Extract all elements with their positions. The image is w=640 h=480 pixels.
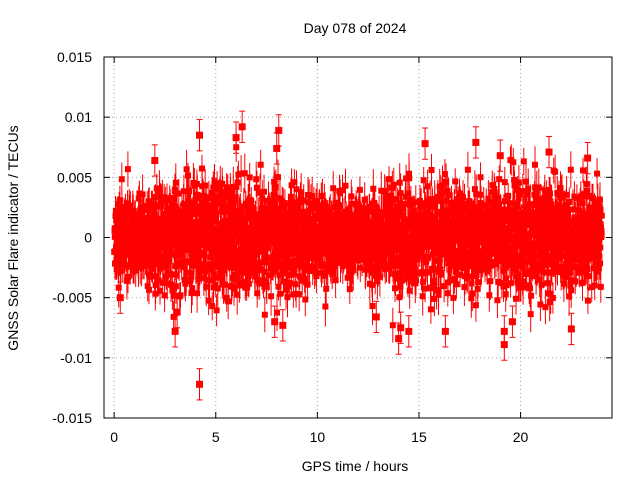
outlier-point	[171, 327, 179, 335]
x-tick-label: 5	[212, 429, 220, 445]
chart-title: Day 078 of 2024	[304, 20, 407, 36]
outlier-point	[173, 308, 181, 316]
outlier-point	[500, 327, 508, 335]
x-tick-label: 0	[110, 429, 118, 445]
outlier-point	[196, 380, 204, 388]
y-tick-label: -0.01	[60, 350, 92, 366]
outlier-point	[397, 324, 405, 332]
outlier-point	[496, 152, 504, 160]
outlier-point	[372, 313, 380, 321]
outlier-point	[273, 144, 281, 152]
outlier-point	[395, 335, 403, 343]
outlier-point	[238, 123, 246, 131]
data-series	[111, 110, 605, 401]
outlier-point	[508, 318, 516, 326]
y-tick-label: 0.005	[57, 169, 92, 185]
y-tick-label: -0.005	[52, 290, 92, 306]
y-tick-label: -0.015	[52, 410, 92, 426]
y-axis-label: GNSS Solar Flare indicator / TECUs	[5, 125, 21, 350]
outlier-point	[196, 131, 204, 139]
outlier-point	[584, 154, 592, 162]
outlier-point	[441, 327, 449, 335]
outlier-point	[271, 318, 279, 326]
outlier-point	[232, 134, 240, 142]
x-tick-label: 15	[411, 429, 427, 445]
outlier-point	[275, 126, 283, 134]
outlier-point	[151, 156, 159, 164]
outlier-point	[421, 140, 429, 148]
y-tick-label: 0.01	[65, 109, 92, 125]
outlier-point	[116, 294, 124, 302]
outlier-point	[279, 321, 287, 329]
axes: 0 5 10 15 20 -0.015 -0.01 -0.005 0 0.005 0.01 0.015	[52, 49, 612, 445]
y-tick-label: 0.015	[57, 49, 92, 65]
x-tick-label: 20	[513, 429, 529, 445]
outlier-point	[545, 148, 553, 156]
x-axis-label: GPS time / hours	[302, 458, 409, 474]
outlier-point	[405, 327, 413, 335]
data-points	[111, 144, 605, 329]
outlier-point	[472, 138, 480, 146]
x-tick-label: 10	[310, 429, 326, 445]
outlier-point	[567, 325, 575, 333]
y-tick-label: 0	[84, 230, 92, 246]
